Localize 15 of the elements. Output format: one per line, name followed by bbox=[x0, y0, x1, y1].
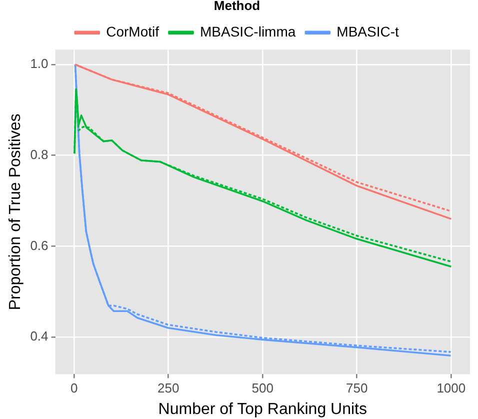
legend-label: MBASIC-limma bbox=[200, 23, 296, 40]
x-axis-title: Number of Top Ranking Units bbox=[158, 400, 367, 418]
legend-label: MBASIC-t bbox=[336, 23, 400, 40]
x-tick-label: 0 bbox=[70, 380, 78, 396]
legend-label: CorMotif bbox=[106, 23, 160, 40]
y-tick-label: 0.6 bbox=[30, 238, 48, 253]
y-tick-label: 0.8 bbox=[30, 146, 48, 162]
x-tick-label: 1000 bbox=[436, 380, 466, 396]
y-tick-label: 1.0 bbox=[30, 56, 48, 72]
x-tick-label: 500 bbox=[252, 380, 274, 396]
y-axis-title: Proportion of True Positives bbox=[7, 114, 24, 310]
legend-title: Method bbox=[214, 0, 260, 14]
x-tick-label: 750 bbox=[346, 380, 368, 396]
x-tick-label: 250 bbox=[158, 380, 180, 396]
y-tick-label: 0.4 bbox=[30, 328, 48, 344]
